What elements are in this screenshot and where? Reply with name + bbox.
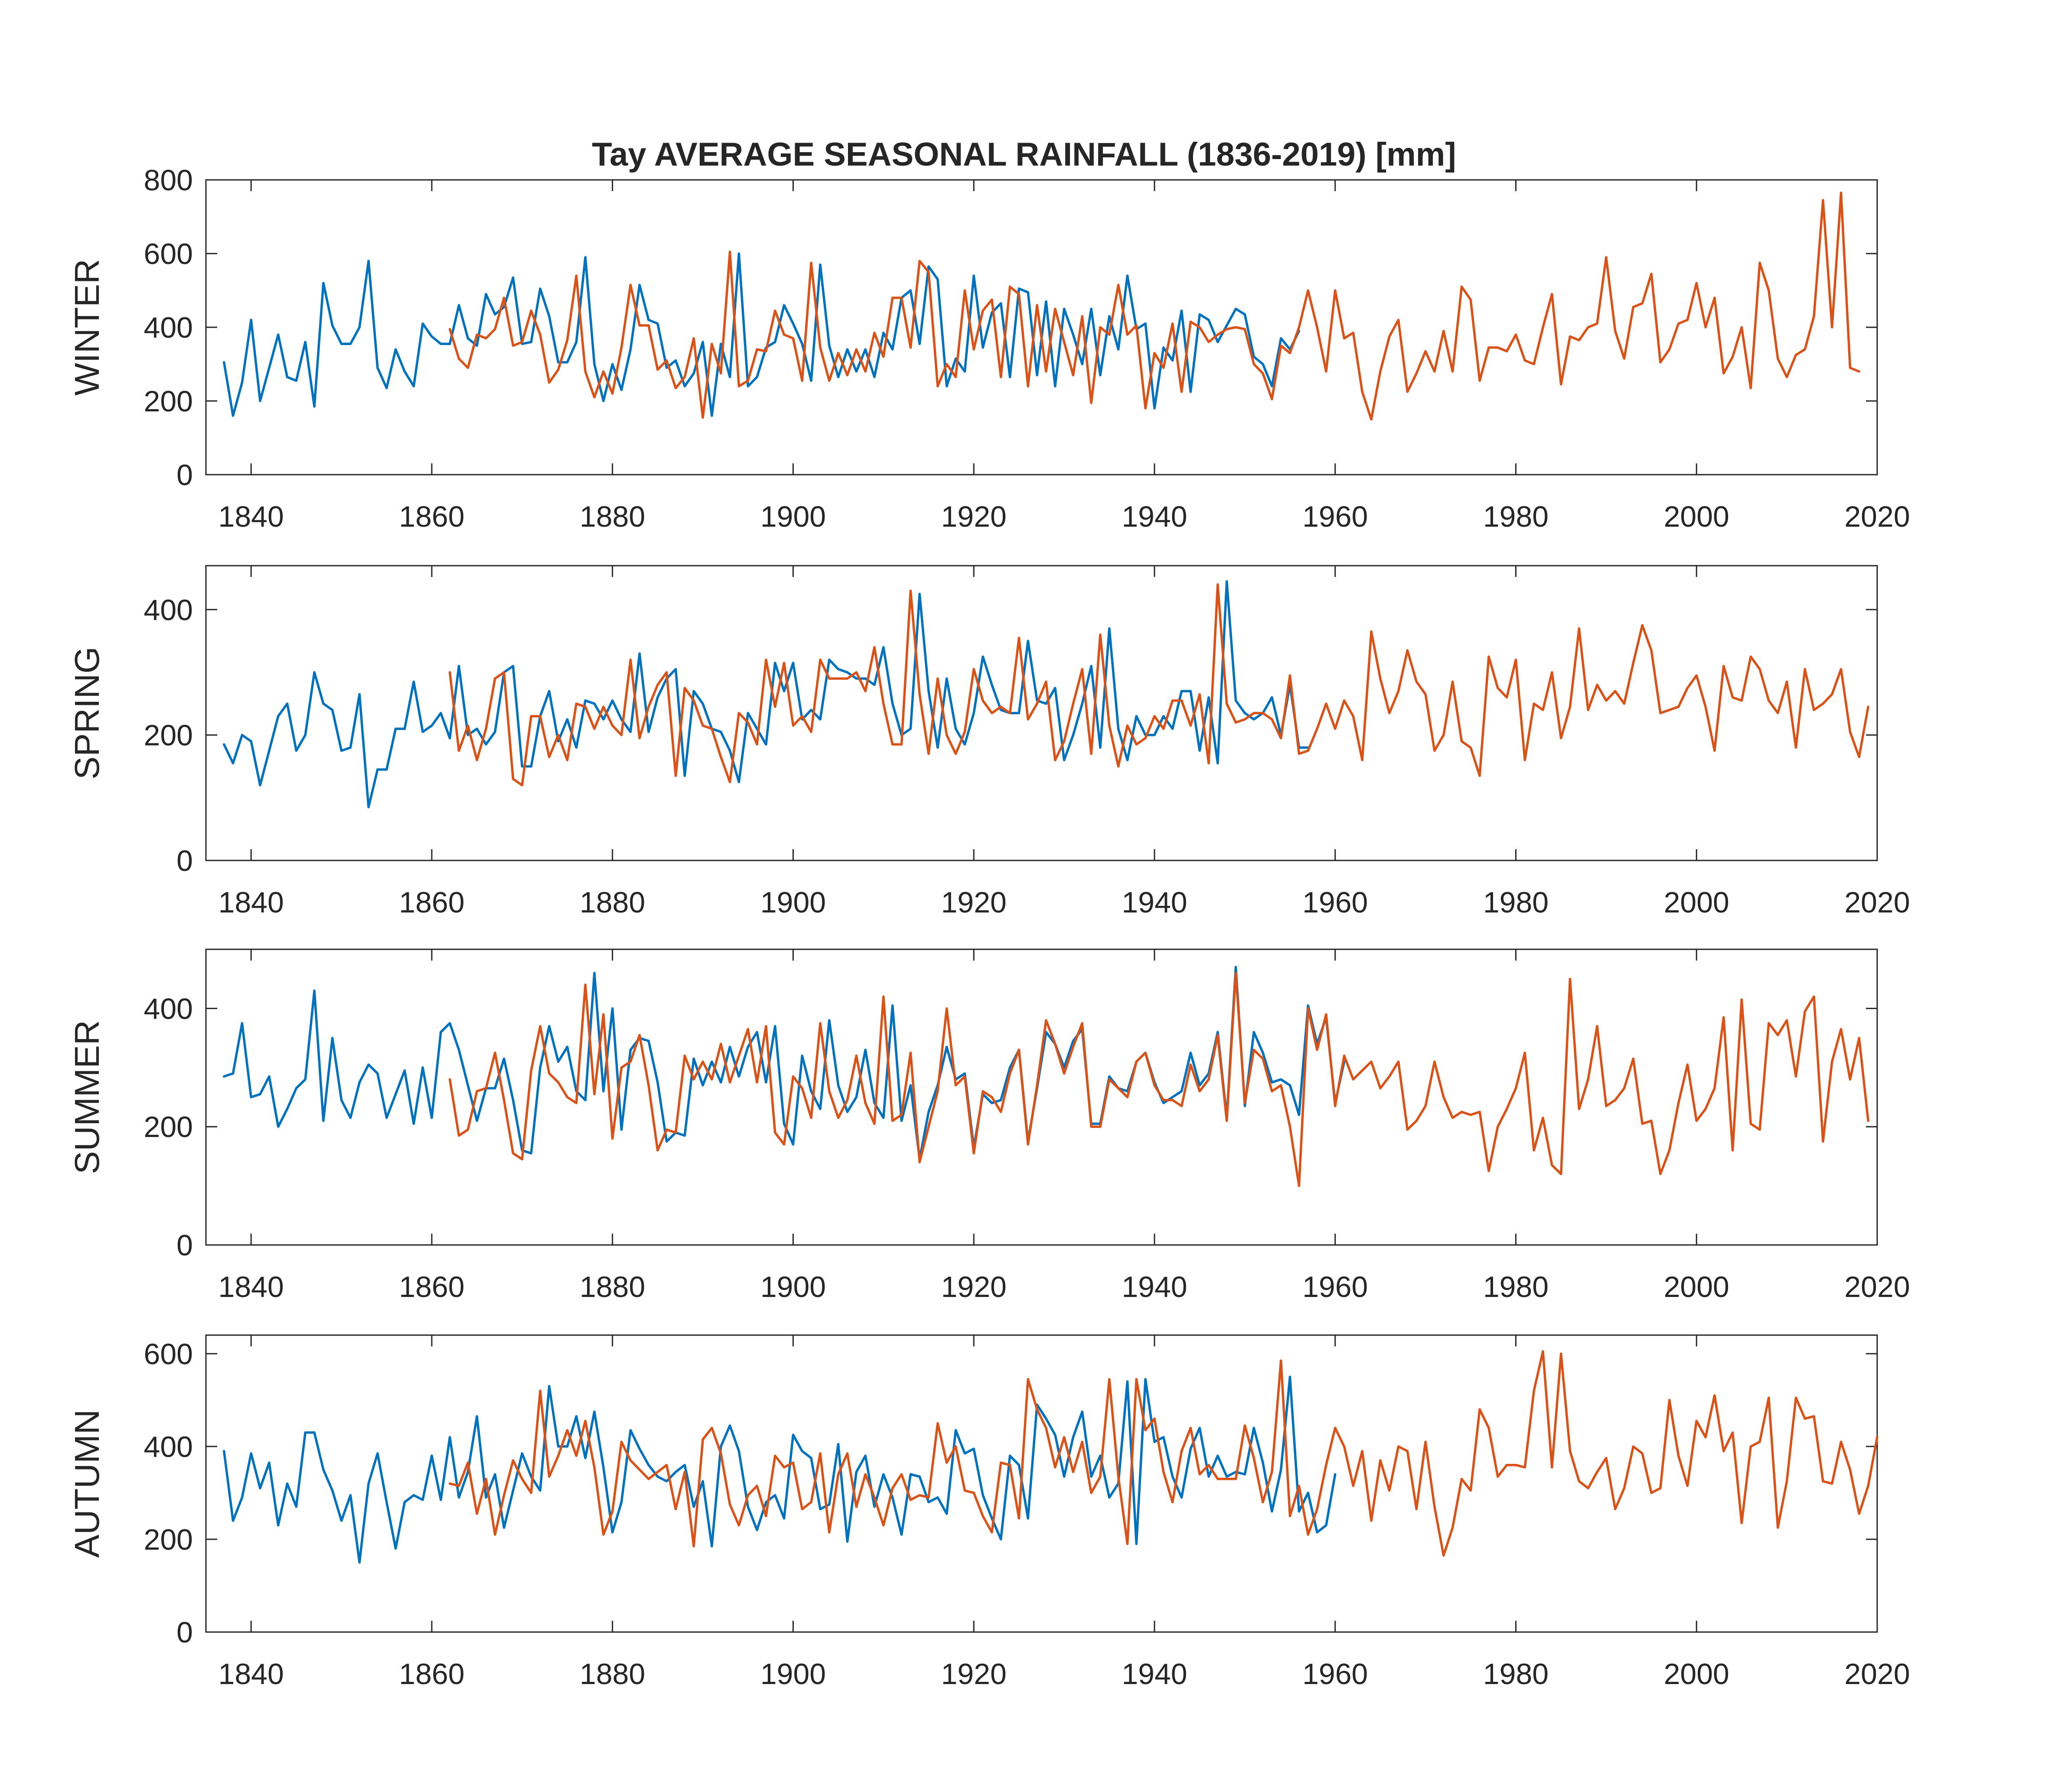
summer-x-tick-label: 1940 bbox=[1122, 1271, 1187, 1303]
summer-x-tick-label: 1900 bbox=[760, 1271, 826, 1303]
autumn-series-b-line bbox=[448, 1350, 1878, 1557]
summer-y-tick-label: 400 bbox=[144, 992, 193, 1025]
autumn-x-tick-label: 1920 bbox=[941, 1658, 1007, 1691]
spring-x-tick-label: 1860 bbox=[399, 886, 464, 919]
spring-x-tick-label: 1980 bbox=[1483, 886, 1549, 919]
winter-x-tick-label: 1840 bbox=[218, 500, 284, 533]
spring-x-tick-label: 1960 bbox=[1302, 886, 1368, 919]
spring-series-b-line bbox=[448, 583, 1869, 787]
autumn-x-tick-label: 2000 bbox=[1664, 1658, 1729, 1691]
winter-y-tick-label: 0 bbox=[176, 459, 193, 492]
summer-axes-box bbox=[205, 948, 1878, 1246]
autumn-y-tick-label: 0 bbox=[176, 1616, 193, 1649]
summer-y-tick-label: 0 bbox=[176, 1229, 193, 1262]
summer-x-tick-label: 2020 bbox=[1844, 1271, 1910, 1303]
winter-x-tick-label: 2020 bbox=[1844, 500, 1910, 533]
spring-x-tick-label: 2020 bbox=[1844, 886, 1910, 919]
winter-y-tick-label: 800 bbox=[144, 164, 193, 197]
autumn-axes-box bbox=[205, 1334, 1878, 1633]
autumn-x-tick-label: 2020 bbox=[1844, 1658, 1910, 1691]
winter-y-axis-label: WINTER bbox=[68, 259, 106, 396]
summer-x-tick-label: 2000 bbox=[1664, 1271, 1729, 1303]
spring-y-tick-label: 200 bbox=[144, 719, 193, 752]
spring-x-tick-label: 1840 bbox=[218, 886, 284, 919]
winter-x-tick-label: 1860 bbox=[399, 500, 464, 533]
winter-x-tick-label: 1980 bbox=[1483, 500, 1549, 533]
winter-x-tick-label: 1940 bbox=[1122, 500, 1187, 533]
summer-x-tick-label: 1840 bbox=[218, 1271, 284, 1303]
spring-x-tick-label: 2000 bbox=[1664, 886, 1729, 919]
spring-y-tick-label: 400 bbox=[144, 593, 193, 626]
autumn-x-tick-label: 1840 bbox=[218, 1658, 284, 1691]
winter-x-tick-label: 1920 bbox=[941, 500, 1007, 533]
autumn-x-tick-label: 1960 bbox=[1302, 1658, 1368, 1691]
autumn-x-tick-label: 1880 bbox=[580, 1658, 645, 1691]
spring-y-tick-label: 0 bbox=[176, 844, 193, 877]
summer-x-tick-label: 1980 bbox=[1483, 1271, 1549, 1303]
winter-y-tick-label: 400 bbox=[144, 311, 193, 344]
summer-series-a-line bbox=[222, 966, 1346, 1160]
winter-x-tick-label: 1900 bbox=[760, 500, 826, 533]
spring-axes-box bbox=[205, 565, 1878, 861]
summer-x-tick-label: 1860 bbox=[399, 1271, 464, 1303]
summer-y-tick-label: 200 bbox=[144, 1111, 193, 1144]
spring-x-tick-label: 1940 bbox=[1122, 886, 1187, 919]
winter-x-tick-label: 1960 bbox=[1302, 500, 1368, 533]
autumn-y-tick-label: 400 bbox=[144, 1430, 193, 1463]
autumn-x-tick-label: 1980 bbox=[1483, 1658, 1549, 1691]
winter-x-tick-label: 1880 bbox=[580, 500, 645, 533]
summer-x-tick-label: 1920 bbox=[941, 1271, 1007, 1303]
autumn-series-a-line bbox=[222, 1375, 1337, 1564]
winter-axes-box bbox=[205, 179, 1878, 476]
spring-y-axis-label: SPRING bbox=[68, 647, 106, 780]
spring-panel: 1840 1860 1880 1900 1920 1940 1960 1980 2000 2020… bbox=[68, 565, 1910, 919]
winter-y-tick-label: 600 bbox=[144, 238, 193, 270]
summer-series-b-line bbox=[448, 971, 1869, 1187]
autumn-panel: 1840 1860 1880 1900 1920 1940 1960 1980 2000 2020… bbox=[68, 1334, 1910, 1691]
autumn-x-tick-label: 1900 bbox=[760, 1658, 826, 1691]
winter-panel: 1840 1860 1880 1900 1920 1940 1960 1980 2000 2020… bbox=[68, 164, 1910, 533]
summer-panel: 1840 1860 1880 1900 1920 1940 1960 1980 2000 2020… bbox=[68, 948, 1910, 1303]
autumn-y-tick-label: 600 bbox=[144, 1338, 193, 1371]
summer-x-tick-label: 1960 bbox=[1302, 1271, 1368, 1303]
summer-y-axis-label: SUMMER bbox=[68, 1020, 106, 1174]
spring-x-tick-label: 1880 bbox=[580, 886, 645, 919]
winter-y-tick-label: 200 bbox=[144, 385, 193, 418]
autumn-x-tick-label: 1940 bbox=[1122, 1658, 1187, 1691]
autumn-y-tick-label: 200 bbox=[144, 1523, 193, 1556]
autumn-y-axis-label: AUTUMN bbox=[68, 1409, 106, 1557]
autumn-x-tick-label: 1860 bbox=[399, 1658, 464, 1691]
winter-series-b-line bbox=[448, 192, 1861, 421]
summer-x-tick-label: 1880 bbox=[580, 1271, 645, 1303]
chart-title: Tay AVERAGE SEASONAL RAINFALL (1836-2019… bbox=[592, 136, 1456, 173]
spring-x-tick-label: 1900 bbox=[760, 886, 826, 919]
spring-series-a-line bbox=[222, 580, 1309, 808]
winter-x-tick-label: 2000 bbox=[1664, 500, 1729, 533]
winter-series-a-line bbox=[222, 252, 1301, 417]
spring-x-tick-label: 1920 bbox=[941, 886, 1007, 919]
